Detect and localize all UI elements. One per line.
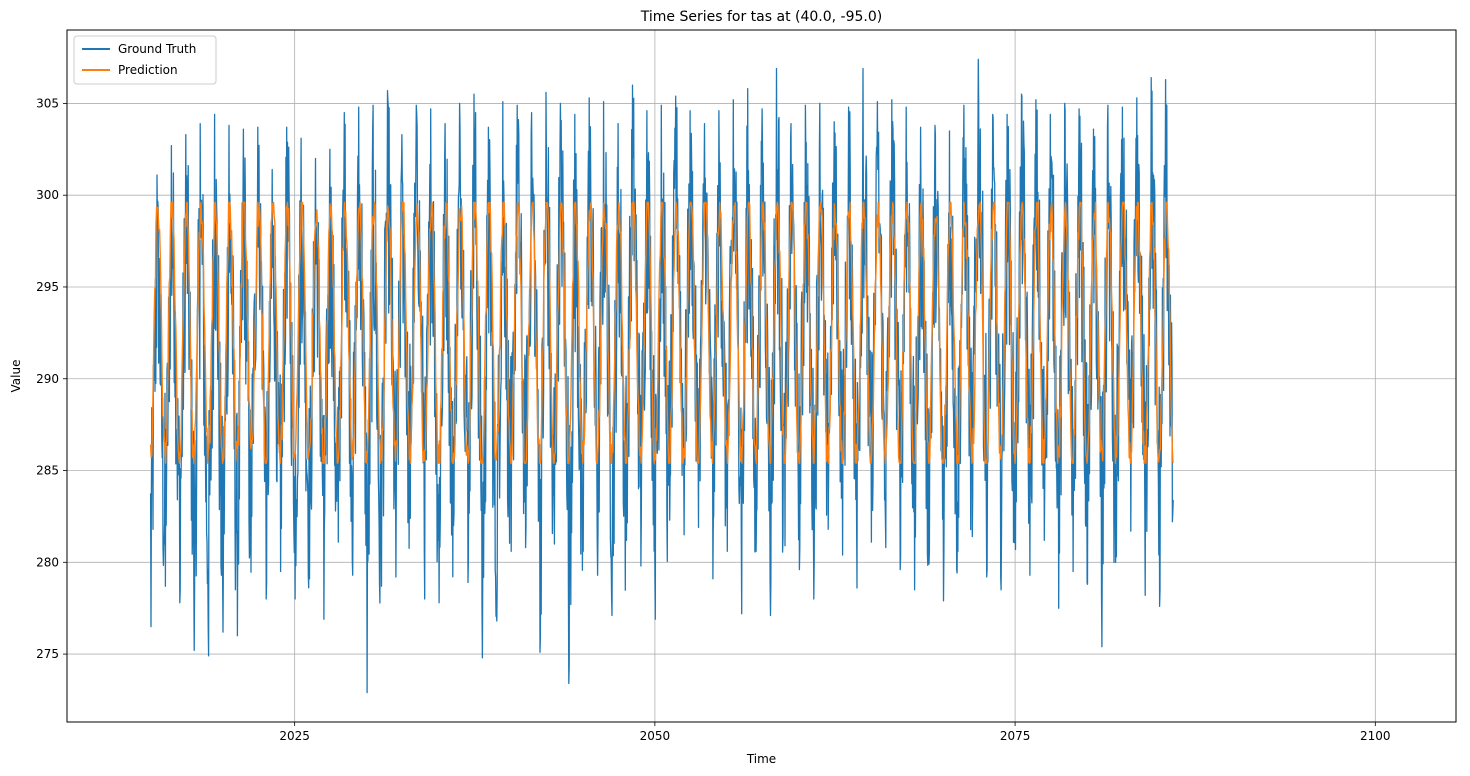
- legend: Ground Truth Prediction: [73, 35, 217, 85]
- ground-truth-series-line: [149, 58, 1174, 694]
- chart-title: Time Series for tas at (40.0, -95.0): [640, 9, 882, 25]
- x-tick-label: 2100: [1360, 729, 1391, 743]
- y-tick-label: 275: [36, 647, 59, 661]
- plot-area-frame: [66, 29, 1457, 723]
- legend-label-prediction: Prediction: [118, 63, 178, 77]
- prediction-series-line: [149, 201, 1174, 464]
- x-axis-label: Time: [746, 752, 776, 766]
- x-tick-label: 2050: [640, 729, 671, 743]
- axis-ticks: 2025 2050 2075 2100 275 280 285 290 295 300 305: [36, 96, 1390, 743]
- y-tick-label: 295: [36, 280, 59, 294]
- series-layer: [149, 58, 1174, 694]
- y-tick-label: 285: [36, 464, 59, 478]
- x-tick-label: 2025: [279, 729, 310, 743]
- legend-label-ground-truth: Ground Truth: [118, 42, 196, 56]
- y-tick-label: 290: [36, 372, 59, 386]
- x-tick-label: 2075: [1000, 729, 1031, 743]
- y-tick-label: 280: [36, 555, 59, 569]
- y-axis-label: Value: [9, 360, 23, 393]
- y-tick-label: 300: [36, 188, 59, 202]
- y-tick-label: 305: [36, 96, 59, 110]
